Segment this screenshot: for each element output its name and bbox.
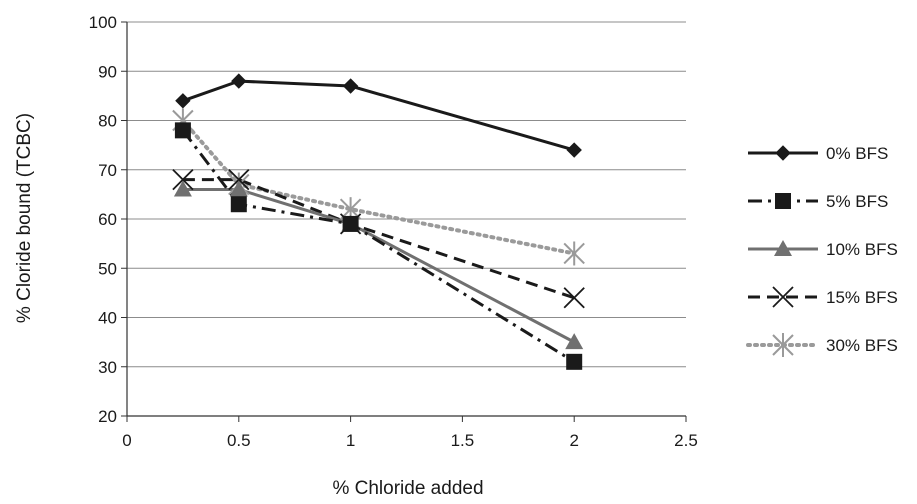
legend-item-4: 30% BFS: [746, 333, 898, 357]
data-point-s2-1: [229, 180, 248, 197]
legend-label: 0% BFS: [826, 144, 888, 163]
series-line-0: [182, 79, 575, 152]
data-point-s0-2: [342, 78, 359, 94]
legend-swatch-marker: [774, 240, 792, 256]
legend-swatch-marker: [775, 145, 791, 161]
x-marker-stroke-b: [172, 168, 194, 191]
data-point-s4-3: [563, 241, 585, 266]
legend-item-0: 0% BFS: [748, 144, 888, 163]
data-point-s1-0: [174, 122, 191, 139]
axes: [121, 21, 687, 422]
y-tick-label-60: 60: [98, 210, 117, 229]
diamond-marker-shape: [175, 93, 191, 109]
y-tick-label-70: 70: [98, 161, 117, 180]
legend-swatch-marker: [772, 333, 794, 357]
x-tick-label-1.5: 1.5: [451, 431, 475, 450]
series-line-1: [181, 129, 575, 364]
x-tick-label-1: 1: [346, 431, 355, 450]
diamond-marker-shape: [231, 73, 247, 89]
square-marker-shape: [566, 353, 583, 370]
y-tick-label-100: 100: [89, 13, 117, 32]
series-line-4: [180, 118, 577, 256]
x-marker-stroke-b: [772, 286, 794, 308]
y-tick-label-90: 90: [98, 62, 117, 81]
series-line-2: [182, 187, 575, 344]
legend-label: 15% BFS: [826, 288, 898, 307]
square-marker-shape: [775, 193, 791, 209]
legend-item-3: 15% BFS: [748, 286, 898, 308]
data-point-s3-1: [228, 168, 250, 191]
y-axis-title: % Cloride bound (TCBC): [14, 113, 35, 323]
gridlines: [127, 21, 686, 368]
diamond-marker-shape: [775, 145, 791, 161]
legend-swatch-marker: [772, 286, 794, 308]
triangle-marker-shape: [173, 180, 192, 197]
x-marker-stroke-b: [563, 287, 585, 309]
square-marker-shape: [342, 215, 359, 232]
data-point-s1-3: [566, 353, 583, 370]
y-tick-label-20: 20: [98, 407, 117, 426]
x-tick-label-0: 0: [122, 431, 131, 450]
tick-labels: 20 30 40 50 60 70 80 90 100 0 0.5 1 1.5 2 2.5: [89, 13, 698, 450]
y-tick-label-30: 30: [98, 358, 117, 377]
series-markers: [172, 73, 585, 370]
series-lines: [180, 79, 577, 364]
x-tick-label-2: 2: [569, 431, 578, 450]
legend: 0% BFS 5% BFS 10% BFS 15% BFS 30% BFS: [746, 144, 898, 357]
data-point-s0-0: [175, 93, 191, 109]
triangle-marker-shape: [774, 240, 792, 256]
diamond-marker-shape: [566, 142, 582, 158]
data-point-s2-0: [173, 180, 192, 197]
y-tick-label-50: 50: [98, 259, 117, 278]
legend-swatch-marker: [775, 193, 791, 209]
data-point-s1-2: [342, 215, 359, 232]
series-line-3: [182, 178, 575, 300]
data-point-s2-3: [565, 333, 584, 350]
legend-item-1: 5% BFS: [748, 192, 888, 211]
data-point-s3-3: [563, 287, 585, 309]
data-point-s0-1: [231, 73, 247, 89]
y-tick-label-80: 80: [98, 112, 117, 131]
x-tick-label-2.5: 2.5: [674, 431, 698, 450]
square-marker-shape: [174, 122, 191, 139]
triangle-marker-shape: [565, 333, 584, 350]
legend-label: 10% BFS: [826, 240, 898, 259]
legend-label: 5% BFS: [826, 192, 888, 211]
legend-label: 30% BFS: [826, 336, 898, 355]
data-point-s3-0: [172, 168, 194, 191]
x-marker-stroke-b: [228, 168, 250, 191]
diamond-marker-shape: [342, 78, 359, 94]
triangle-marker-shape: [229, 180, 248, 197]
x-tick-label-0.5: 0.5: [227, 431, 251, 450]
y-tick-label-40: 40: [98, 309, 117, 328]
x-axis-title: % Chloride added: [332, 478, 483, 499]
square-marker-shape: [230, 196, 247, 213]
data-point-s1-1: [230, 196, 247, 213]
legend-item-2: 10% BFS: [748, 240, 898, 259]
data-point-s0-3: [566, 142, 582, 158]
